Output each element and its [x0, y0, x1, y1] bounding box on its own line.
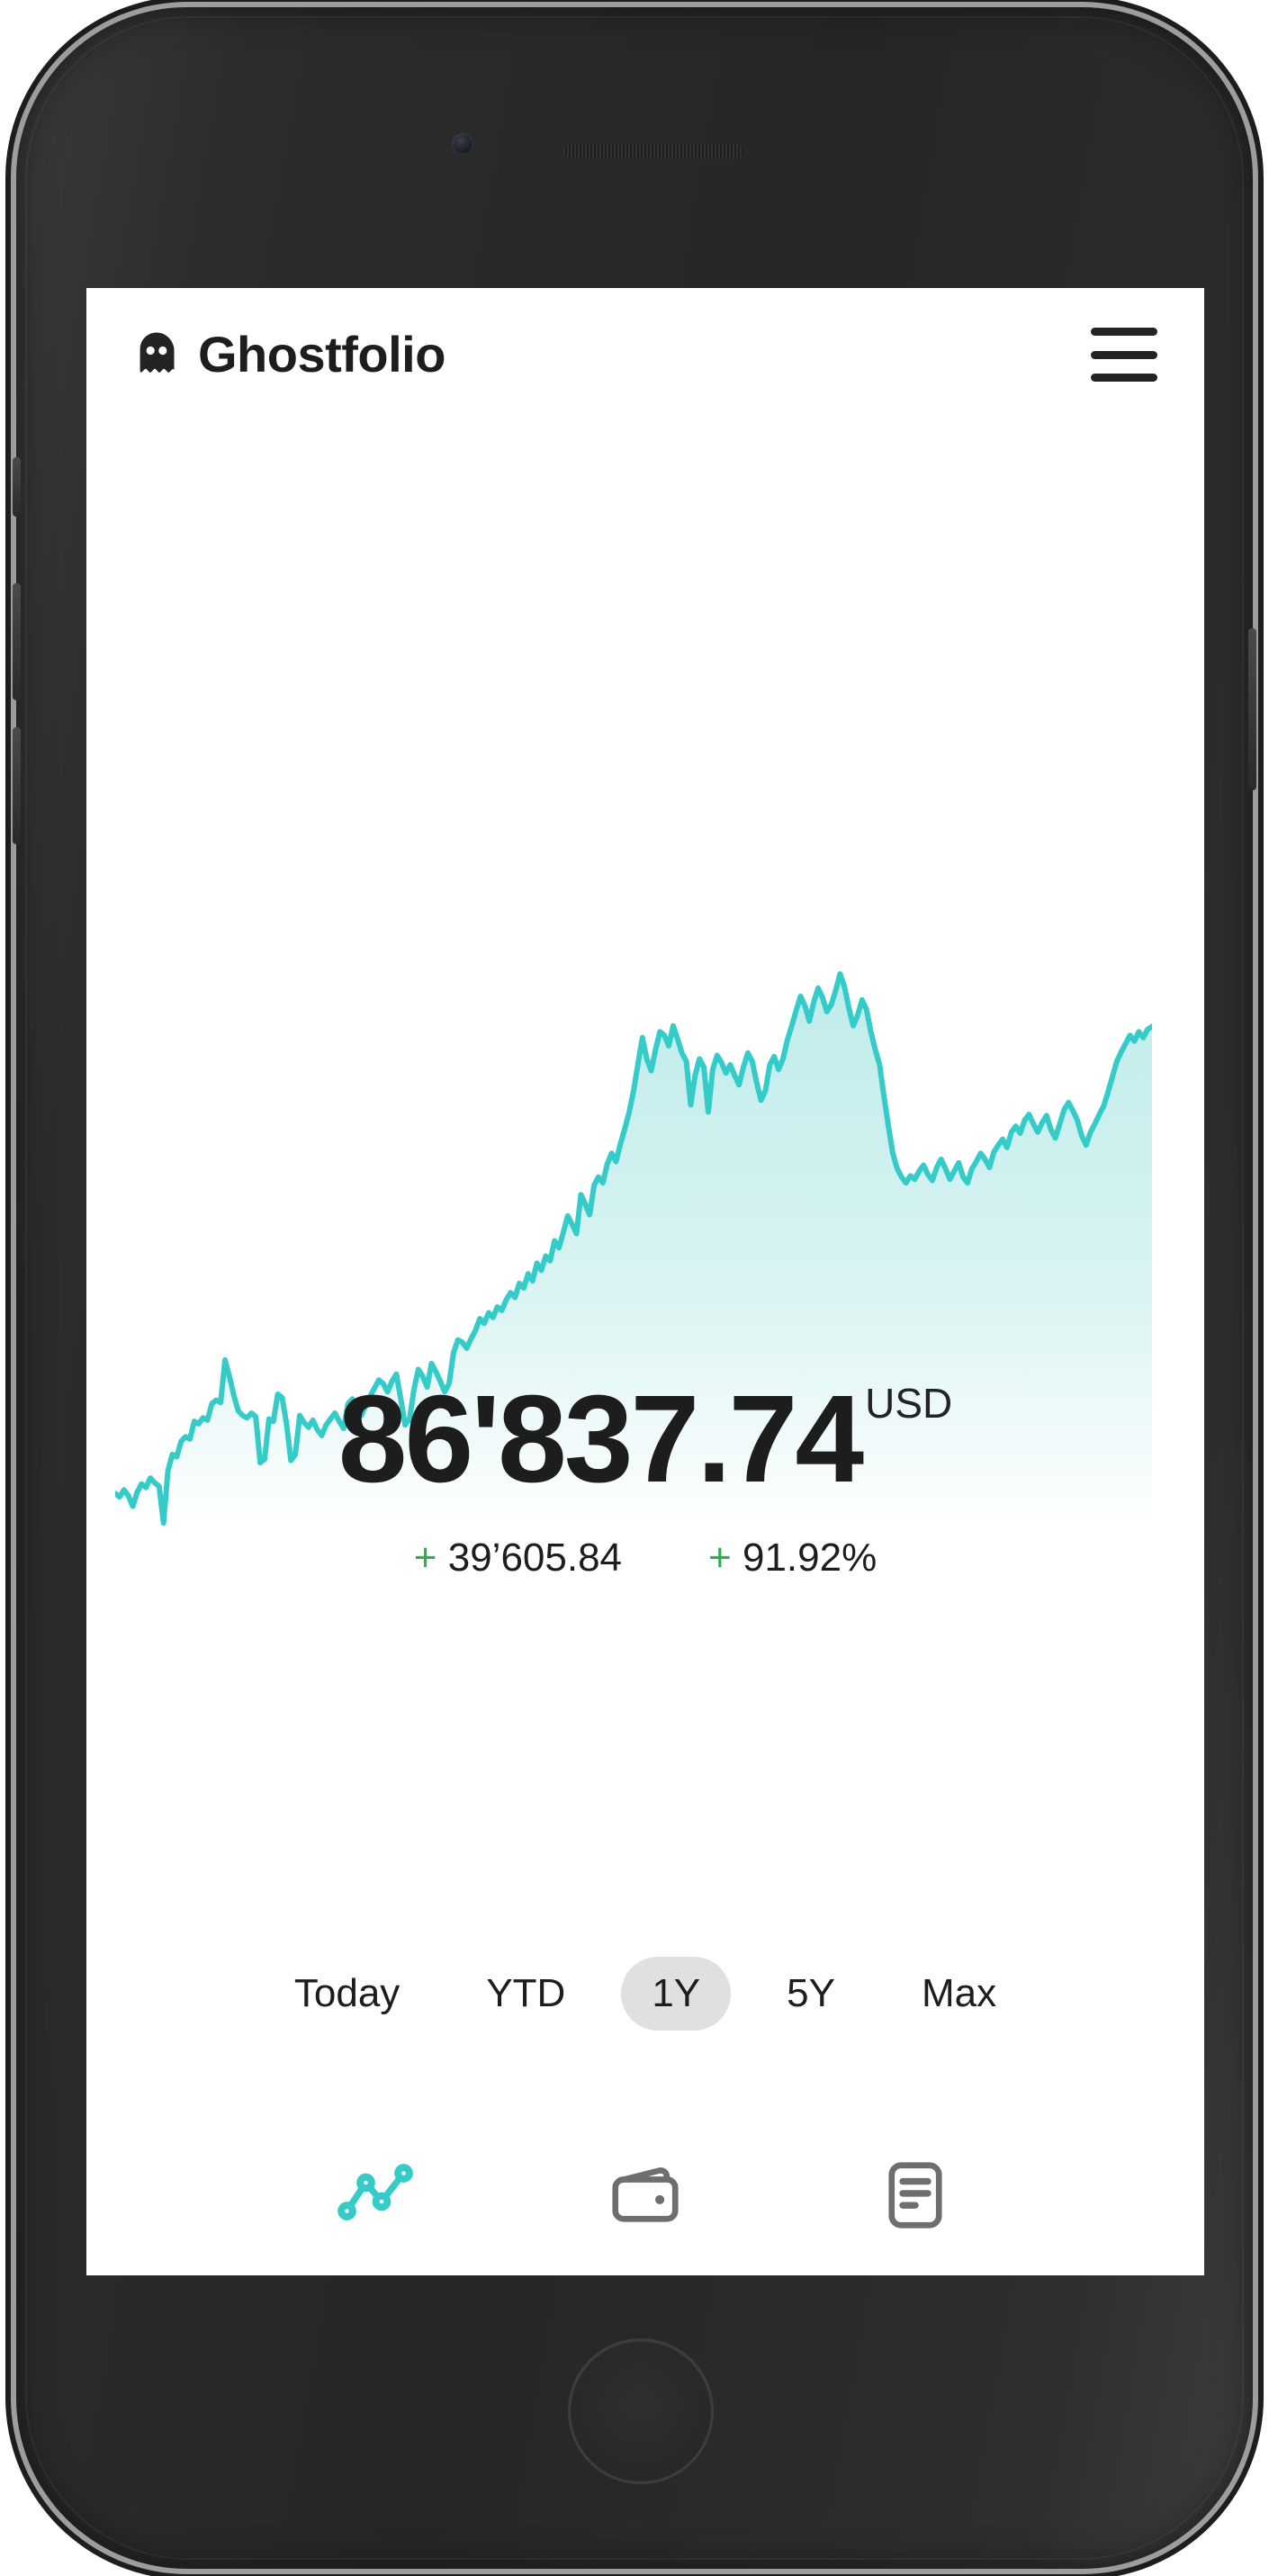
bottom-navigation: [86, 2115, 1204, 2275]
range-tab-5y[interactable]: 5Y: [787, 1971, 835, 2015]
change-row: + 39’605.84 + 91.92%: [86, 1536, 1204, 1581]
absolute-change-sign: +: [413, 1536, 437, 1580]
range-tab-max[interactable]: Max: [921, 1971, 997, 2015]
range-tab-today[interactable]: Today: [293, 1971, 400, 2015]
range-tab-1y[interactable]: 1Y: [621, 1957, 732, 2031]
silent-switch[interactable]: [13, 457, 21, 517]
line-chart-icon: [338, 2157, 413, 2233]
wallet-icon: [608, 2157, 683, 2233]
volume-up-button[interactable]: [13, 583, 21, 700]
value-row: 86'837.74 USD: [86, 1377, 1204, 1501]
hamburger-bar-1: [1091, 328, 1157, 336]
portfolio-value-summary: 86'837.74 USD + 39’605.84 + 91.92%: [86, 1377, 1204, 1581]
phone-device-frame: Ghostfolio: [13, 7, 1256, 2569]
portfolio-value: 86'837.74: [338, 1370, 864, 1509]
front-camera-icon: [452, 133, 473, 155]
percent-change: + 91.92%: [708, 1536, 877, 1581]
document-icon: [878, 2157, 953, 2233]
home-button[interactable]: [568, 2338, 714, 2484]
chart-line: [115, 971, 1152, 1526]
absolute-change: + 39’605.84: [414, 1536, 622, 1581]
currency-label: USD: [865, 1380, 953, 1427]
nav-overview[interactable]: [321, 2150, 429, 2240]
hamburger-bar-2: [1091, 350, 1157, 359]
ghost-icon: [140, 332, 175, 373]
percent-change-value: 91.92%: [742, 1536, 878, 1580]
earpiece-speaker: [563, 144, 743, 159]
nav-portfolio[interactable]: [591, 2150, 699, 2240]
portfolio-chart-container: [86, 421, 1204, 1528]
volume-down-button[interactable]: [13, 727, 21, 844]
brand-logo-group[interactable]: Ghostfolio: [133, 329, 446, 380]
brand-name: Ghostfolio: [198, 326, 446, 383]
hamburger-menu-icon[interactable]: [1091, 328, 1157, 382]
hamburger-bar-3: [1091, 374, 1157, 382]
power-button[interactable]: [1248, 628, 1256, 790]
percent-change-sign: +: [708, 1536, 732, 1580]
time-range-tabs: Today YTD 1Y 5Y Max: [86, 1957, 1204, 2031]
phone-screen: Ghostfolio: [86, 288, 1204, 2275]
nav-accounts[interactable]: [861, 2150, 969, 2240]
app-header: Ghostfolio: [86, 288, 1204, 421]
portfolio-performance-chart[interactable]: [115, 961, 1152, 1528]
range-tab-ytd[interactable]: YTD: [486, 1971, 566, 2015]
absolute-change-value: 39’605.84: [447, 1536, 623, 1580]
